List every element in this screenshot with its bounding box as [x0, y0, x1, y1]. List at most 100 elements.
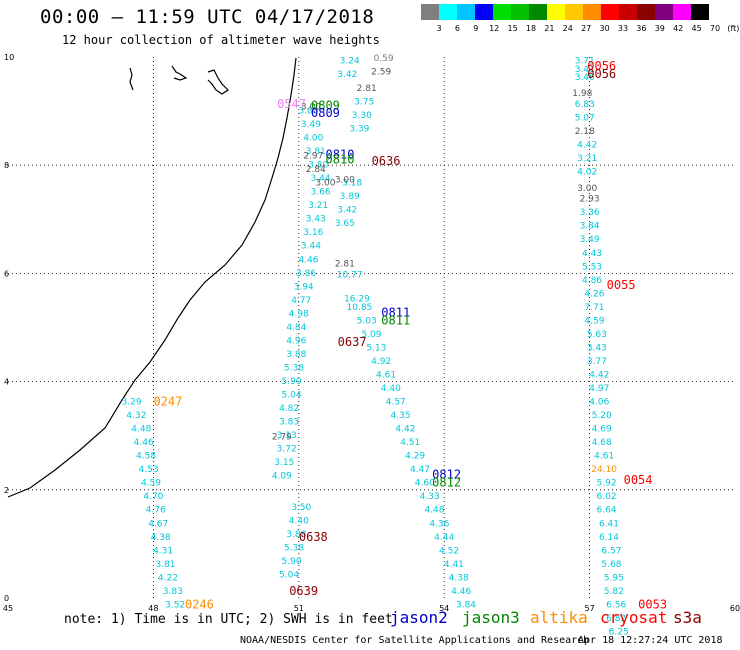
- color-swatch: [493, 4, 511, 20]
- wave-height-value: 6.25: [609, 627, 629, 637]
- wave-height-value: 3.72: [277, 445, 297, 455]
- wave-height-value: 4.42: [589, 370, 609, 380]
- wave-height-value: 4.76: [146, 506, 166, 516]
- color-scale-label: 3: [436, 24, 442, 33]
- wave-height-value: 4.57: [386, 398, 406, 408]
- coastline: [7, 57, 297, 498]
- color-scale-label: 6: [454, 24, 460, 33]
- wave-height-value: 5.82: [604, 587, 624, 597]
- wave-height-value: 4.09: [272, 472, 292, 482]
- wave-height-value: 3.29: [122, 398, 142, 408]
- wave-height-value: 3.36: [580, 208, 600, 218]
- wave-height-value: 3.81: [155, 560, 175, 570]
- pass-time-label: 0812: [432, 468, 461, 482]
- legend-altika: altika: [530, 608, 588, 627]
- color-swatch: [583, 4, 601, 20]
- map-grid: [8, 57, 735, 598]
- y-tick-label: 0: [4, 594, 9, 603]
- wave-height-value: 3.66: [311, 188, 331, 198]
- wave-height-value: 4.97: [589, 384, 609, 394]
- legend-cryosat: cryosat: [600, 608, 668, 627]
- wave-height-value: 3.88: [286, 350, 306, 360]
- wave-height-value: 3.00: [301, 103, 321, 113]
- wave-height-value: 4.38: [151, 533, 171, 543]
- pass-time-label: 0053: [638, 597, 667, 611]
- pass-time-label: 0812: [432, 476, 461, 490]
- wave-height-value: 6.64: [597, 506, 617, 516]
- wave-height-value: 4.46: [451, 587, 471, 597]
- wave-height-value: 3.86: [296, 269, 316, 279]
- wave-height-value: 3.24: [340, 57, 360, 67]
- coastline-path: [7, 57, 297, 498]
- color-swatch: [637, 4, 655, 20]
- wave-height-value: 4.61: [594, 452, 614, 462]
- wave-height-value: 6.56: [606, 600, 626, 610]
- wave-height-value: 4.98: [289, 309, 309, 319]
- wave-height-value: 3.42: [337, 205, 357, 215]
- wave-height-value: 3.65: [335, 219, 355, 229]
- wave-height-value: 4.46: [298, 255, 318, 265]
- wave-height-value: 4.46: [134, 438, 154, 448]
- wave-height-value: 3.71: [575, 57, 595, 67]
- y-tick-label: 8: [4, 161, 9, 170]
- wave-height-value: 3.41: [575, 65, 595, 75]
- footer-credit: NOAA/NESDIS Center for Satellite Applica…: [240, 635, 590, 646]
- color-scale: 3 6 9 12 15 18 21 24 27 30 33 36 39 42 45 70 (ft): [421, 4, 739, 33]
- x-tick-label: 51: [294, 604, 304, 613]
- color-swatch: [691, 4, 709, 20]
- wave-height-value: 4.00: [303, 134, 323, 144]
- color-swatch: [439, 4, 457, 20]
- wave-height-value: 6.83: [575, 100, 595, 110]
- map-title: 00:00 – 11:59 UTC 04/17/2018: [40, 6, 375, 28]
- color-scale-label: 39: [654, 24, 665, 33]
- pass-time-label: 0809: [311, 106, 340, 120]
- wave-height-value: 3.21: [308, 201, 328, 211]
- x-tick-label: 57: [585, 604, 595, 613]
- pass-time-label: 0638: [299, 530, 328, 544]
- wave-height-value: 3.89: [340, 192, 360, 202]
- wave-height-value: 4.06: [589, 398, 609, 408]
- wave-height-value: 4.36: [429, 519, 449, 529]
- wave-height-value: 3.84: [580, 222, 600, 232]
- wave-height-value: 3.43: [306, 215, 326, 225]
- color-scale-label: 9: [473, 24, 479, 33]
- wave-height-value: 5.90: [282, 377, 302, 387]
- wave-height-value: 3.83: [163, 587, 183, 597]
- wave-height-value: 4.42: [395, 425, 415, 435]
- wave-height-value: 5.03: [357, 316, 377, 326]
- wave-height-value: 3.84: [456, 600, 476, 610]
- wave-height-value: 3.43: [587, 343, 607, 353]
- wave-height-value: 3.18: [342, 178, 362, 188]
- wave-height-value: 4.51: [400, 438, 420, 448]
- wave-height-value: 10.77: [337, 270, 363, 280]
- y-tick-label: 2: [4, 486, 9, 495]
- wave-height-value: 3.50: [291, 503, 311, 513]
- y-tick-label: 6: [4, 269, 9, 278]
- wave-height-value: 4.47: [410, 465, 430, 475]
- x-tick-label: 48: [148, 604, 158, 613]
- color-swatch: [511, 4, 529, 20]
- wave-height-value: 4.33: [420, 492, 440, 502]
- wave-height-value: 2.59: [371, 68, 391, 78]
- color-scale-swatches: [421, 4, 709, 20]
- wave-height-value: 3.13: [277, 431, 297, 441]
- pass-time-label: 0810: [326, 153, 355, 167]
- wave-height-value: 3.30: [352, 111, 372, 121]
- wave-height-value: 3.88: [286, 530, 306, 540]
- wave-height-value: 4.53: [139, 465, 159, 475]
- wave-height-value: 3.00: [335, 176, 355, 186]
- wave-height-value: 4.61: [376, 370, 396, 380]
- wave-height-value: 0.59: [374, 54, 394, 64]
- wave-height-value: 4.67: [148, 519, 168, 529]
- wave-height-value: 4.59: [584, 316, 604, 326]
- units-note: note: 1) Time is in UTC; 2) SWH is in fe…: [64, 612, 393, 627]
- wave-height-value: 4.48: [424, 506, 444, 516]
- pass-time-label: 0639: [289, 584, 318, 598]
- wave-height-value: 4.29: [405, 452, 425, 462]
- wave-height-value: 3.81: [306, 147, 326, 157]
- wave-height-value: 4.52: [439, 546, 459, 556]
- x-tick-label: 54: [439, 604, 449, 613]
- x-tick-label: 45: [3, 604, 13, 613]
- wave-height-value: 4.92: [371, 357, 391, 367]
